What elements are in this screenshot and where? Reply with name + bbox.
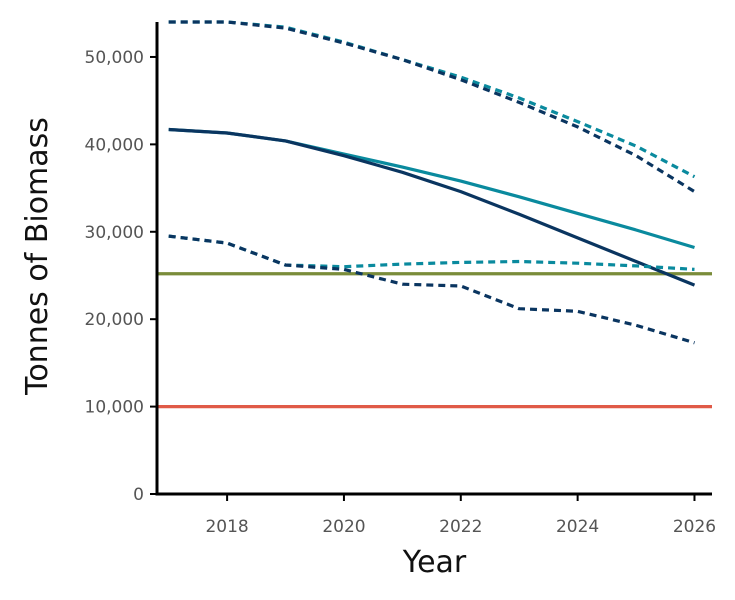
interval-line	[168, 234, 695, 345]
axes	[155, 22, 712, 496]
y-tick-label: 40,000	[85, 135, 144, 155]
y-tick-label: 10,000	[85, 398, 144, 418]
x-tick-label: 2018	[205, 517, 248, 537]
ticks: 0 10,000 20,000 30,000 40,000 50,000 2018 2020 2…	[85, 48, 717, 537]
y-tick-label: 0	[133, 485, 144, 505]
y-tick-label: 20,000	[85, 310, 144, 330]
x-tick-label: 2024	[556, 517, 599, 537]
x-axis-title: Year	[402, 545, 467, 580]
projection-line	[168, 127, 696, 287]
y-tick-label: 50,000	[85, 48, 144, 68]
series-layer	[158, 20, 712, 409]
interval-line	[168, 20, 696, 179]
interval-line	[168, 20, 696, 193]
x-tick-label: 2026	[673, 517, 716, 537]
y-axis-title: Tonnes of Biomass	[20, 117, 55, 396]
x-tick-label: 2020	[322, 517, 365, 537]
y-tick-label: 30,000	[85, 223, 144, 243]
x-tick-label: 2022	[439, 517, 482, 537]
